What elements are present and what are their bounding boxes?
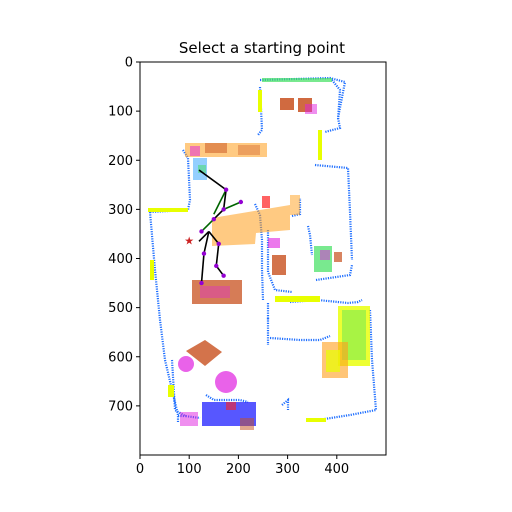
path-node — [221, 207, 226, 212]
y-axis: 0 100 200 300 400 500 600 700 — [108, 56, 140, 414]
floorplan-pointcloud[interactable] — [148, 76, 378, 430]
path-segment — [213, 189, 227, 215]
x-tick-label: 100 — [177, 462, 202, 477]
plot-area[interactable]: ★ — [139, 61, 387, 456]
path-node — [199, 280, 204, 286]
y-tick-label: 700 — [108, 399, 133, 414]
furniture-top-room — [258, 78, 332, 160]
path-segment — [198, 169, 227, 191]
y-tick-label: 0 — [125, 56, 133, 71]
path-segment — [200, 218, 215, 233]
path-node — [223, 187, 229, 192]
figure-title: Select a starting point — [179, 39, 345, 57]
furniture-lower-left — [178, 280, 326, 430]
x-axis: 0 100 200 300 400 — [136, 455, 349, 477]
path-segment — [200, 253, 205, 284]
path-segment — [213, 208, 225, 220]
path-node — [238, 199, 244, 205]
path-node — [221, 273, 226, 278]
y-tick-label: 100 — [108, 105, 133, 120]
path-node — [214, 263, 219, 269]
start-marker[interactable]: ★ — [184, 234, 194, 247]
furniture-right-room — [268, 238, 342, 275]
y-tick-label: 400 — [108, 252, 133, 267]
path-segment — [208, 230, 220, 245]
y-tick-label: 600 — [108, 350, 133, 365]
furniture-hallway — [185, 143, 267, 180]
path-segment — [215, 243, 220, 266]
x-tick-label: 0 — [136, 462, 144, 477]
path-node — [201, 251, 207, 256]
path-segment — [203, 231, 210, 254]
start-star-icon[interactable]: ★ — [184, 234, 194, 247]
path-node — [199, 229, 204, 234]
x-tick-label: 300 — [275, 462, 300, 477]
path-node — [216, 241, 221, 246]
furniture-lower-right — [275, 296, 370, 378]
y-tick-label: 200 — [108, 154, 133, 169]
skeleton-path — [198, 169, 244, 286]
y-tick-label: 500 — [108, 301, 133, 316]
path-segment — [198, 230, 210, 242]
path-node — [211, 217, 216, 222]
furniture-counter — [212, 195, 300, 246]
y-tick-label: 300 — [108, 203, 133, 218]
x-tick-label: 400 — [324, 462, 349, 477]
x-tick-label: 200 — [226, 462, 251, 477]
path-segment — [223, 201, 242, 211]
wall-accents — [148, 208, 188, 397]
path-segment — [222, 189, 227, 210]
